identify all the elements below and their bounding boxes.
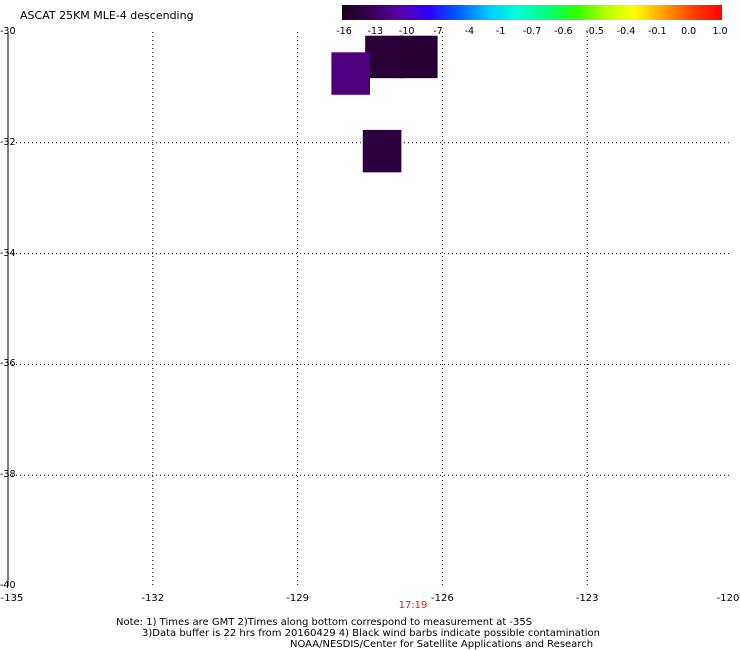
data-cell: [331, 52, 370, 95]
colorbar-tick-label: -7: [433, 26, 443, 37]
latitude-tick-label: -30: [0, 26, 16, 37]
colorbar-tick-label: -4: [464, 26, 475, 37]
colorbar-tick-label: -13: [367, 26, 384, 37]
chart-title: ASCAT 25KM MLE-4 descending: [20, 9, 194, 22]
note-line-2: 3)Data buffer is 22 hrs from 20160429 4)…: [142, 628, 600, 639]
colorbar-tick-label: -0.4: [616, 26, 636, 37]
latitude-tick-label: -38: [0, 469, 16, 481]
latitude-tick-label: -32: [0, 136, 16, 148]
colorbar-tick-label: -0.5: [585, 26, 604, 37]
longitude-tick-label: -123: [575, 593, 599, 604]
longitude-tick-label: -126: [431, 593, 454, 604]
colorbar-tick-label: -0.6: [554, 26, 573, 37]
longitude-tick-label: -120: [716, 593, 740, 604]
colorbar-tick-label: -10: [398, 26, 415, 37]
colorbar-tick-label: -0.1: [648, 26, 667, 37]
colorbar-tick-label: -0.7: [522, 26, 542, 37]
latitude-tick-label: -36: [0, 358, 16, 370]
longitude-tick-label: -129: [286, 593, 309, 604]
colorbar-tick-label: -1: [495, 26, 506, 37]
colorbar-tick-label: 0.0: [681, 26, 697, 37]
note-line-3: NOAA/NESDIS/Center for Satellite Applica…: [290, 639, 594, 650]
colorbar-tick-label: 1.0: [712, 26, 728, 37]
note-line-1: Note: 1) Times are GMT 2)Times along bot…: [116, 617, 533, 628]
longitude-tick-label: -132: [141, 593, 165, 604]
data-cell: [398, 35, 438, 79]
colorbar-tick-label: -16: [336, 26, 352, 37]
colorbar: [342, 5, 722, 20]
data-cell: [365, 35, 404, 79]
data-cell: [362, 129, 402, 173]
latitude-tick-label: -40: [0, 580, 16, 591]
latitude-tick-label: -34: [0, 247, 16, 259]
longitude-tick-label: -135: [0, 593, 24, 604]
time-label: 17:19: [398, 600, 428, 611]
